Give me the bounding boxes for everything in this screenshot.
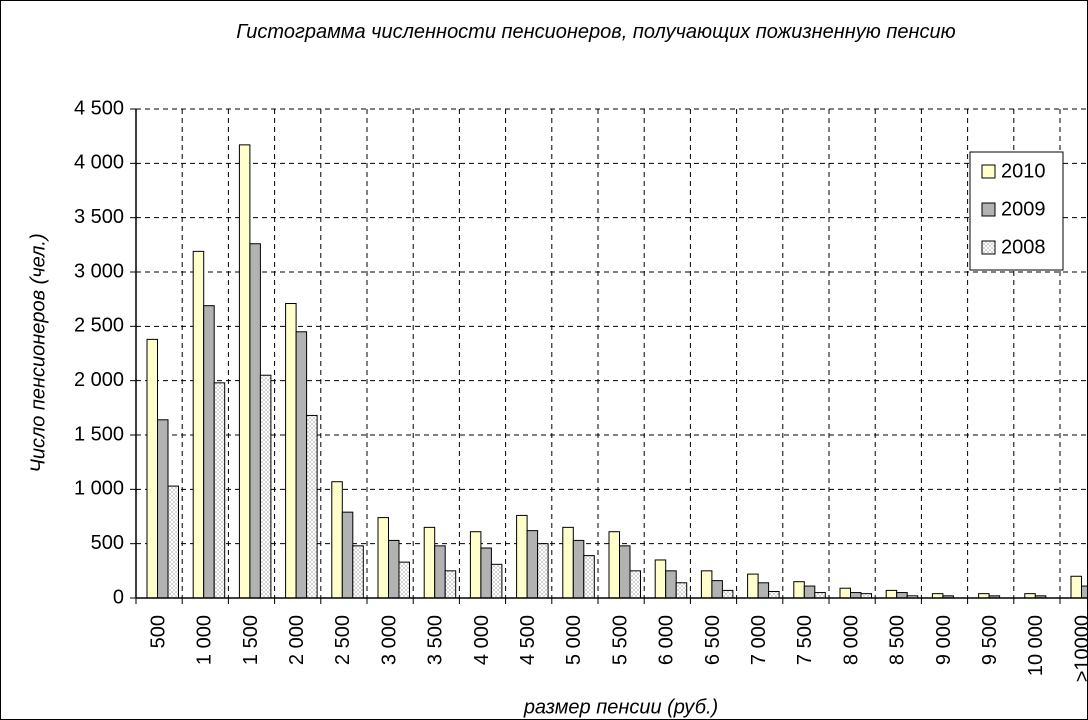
y-tick-label: 0 <box>113 586 124 608</box>
x-tick-label: 2 500 <box>332 615 354 665</box>
bar <box>675 582 688 599</box>
bar <box>839 587 851 599</box>
x-tick-label: 4 500 <box>517 615 539 665</box>
x-tick-label: 3 500 <box>425 615 447 665</box>
legend-swatch <box>981 240 996 255</box>
bar <box>480 547 492 599</box>
x-tick-label: 5 500 <box>609 615 631 665</box>
bar <box>757 582 770 599</box>
bar <box>896 592 908 599</box>
x-tick-label: 1 000 <box>194 615 216 665</box>
bar <box>516 514 528 599</box>
x-tick-label: 9 000 <box>933 615 955 665</box>
bar <box>665 570 677 599</box>
bar <box>444 570 457 599</box>
x-tick-label: >10000 <box>1071 615 1087 682</box>
y-tick-label: 3 000 <box>74 260 124 282</box>
legend-swatch <box>981 164 996 179</box>
bar <box>306 414 318 599</box>
bar <box>526 530 539 599</box>
bar <box>469 531 482 599</box>
bar <box>203 305 215 599</box>
x-tick-label: 5 000 <box>563 615 585 665</box>
x-tick-label: 6 500 <box>702 615 724 665</box>
bar <box>388 539 400 599</box>
legend-label: 2010 <box>1001 160 1046 182</box>
x-tick-label: 2 000 <box>286 615 308 665</box>
legend-swatch <box>981 202 996 217</box>
x-tick-label: 7 500 <box>794 615 816 665</box>
bar <box>249 243 261 599</box>
bar <box>146 338 158 599</box>
bar <box>572 539 585 599</box>
y-tick-label: 1 500 <box>74 423 124 445</box>
bar <box>711 580 723 599</box>
bar <box>341 511 354 599</box>
x-tick-label: 6 000 <box>656 615 678 665</box>
bar <box>583 555 595 599</box>
bar <box>285 303 297 599</box>
bar <box>377 517 389 599</box>
x-tick-label: 4 000 <box>471 615 493 665</box>
bar <box>490 563 503 599</box>
x-axis-label: размер пенсии (руб.) <box>523 696 718 718</box>
bar <box>213 382 226 599</box>
bar <box>803 585 816 599</box>
bar <box>768 590 780 599</box>
bar <box>885 589 898 599</box>
bar <box>1070 575 1082 599</box>
bar <box>259 374 272 599</box>
bar <box>423 526 436 599</box>
bar <box>562 526 574 599</box>
bar <box>793 581 805 599</box>
x-tick-label: 500 <box>147 615 169 648</box>
x-tick-label: 8 500 <box>887 615 909 665</box>
chart-title: Гистограмма численности пенсионеров, пол… <box>236 21 956 43</box>
y-tick-label: 2 500 <box>74 315 124 337</box>
bar <box>629 570 641 599</box>
y-tick-label: 3 500 <box>74 206 124 228</box>
x-tick-label: 3 000 <box>378 615 400 665</box>
bar <box>721 589 734 599</box>
bar <box>352 545 364 599</box>
legend-label: 2009 <box>1001 198 1046 220</box>
bar <box>157 419 169 599</box>
x-tick-label: 7 000 <box>748 615 770 665</box>
bar <box>434 545 446 599</box>
bar <box>398 561 410 599</box>
y-tick-label: 2 000 <box>74 369 124 391</box>
bar <box>192 250 205 599</box>
bar <box>850 592 862 599</box>
bar <box>654 559 667 599</box>
bar <box>537 543 549 599</box>
bar <box>747 573 759 599</box>
x-tick-label: 8 000 <box>840 615 862 665</box>
bar <box>619 545 631 599</box>
bar <box>608 531 620 599</box>
legend-label: 2008 <box>1001 236 1046 258</box>
y-tick-label: 500 <box>91 532 124 554</box>
bar <box>331 481 343 599</box>
bar <box>167 485 179 599</box>
bar <box>238 144 251 599</box>
bar <box>814 592 826 599</box>
bar <box>700 570 713 599</box>
y-tick-label: 1 000 <box>74 478 124 500</box>
y-tick-label: 4 500 <box>74 97 124 119</box>
bar <box>295 331 308 599</box>
x-tick-label: 1 500 <box>240 615 262 665</box>
x-tick-label: 10 000 <box>1025 615 1047 676</box>
x-tick-label: 9 500 <box>979 615 1001 665</box>
y-tick-label: 4 000 <box>74 152 124 174</box>
bar <box>1081 585 1087 599</box>
y-axis-label: Число пенсионеров (чел.) <box>27 233 49 472</box>
